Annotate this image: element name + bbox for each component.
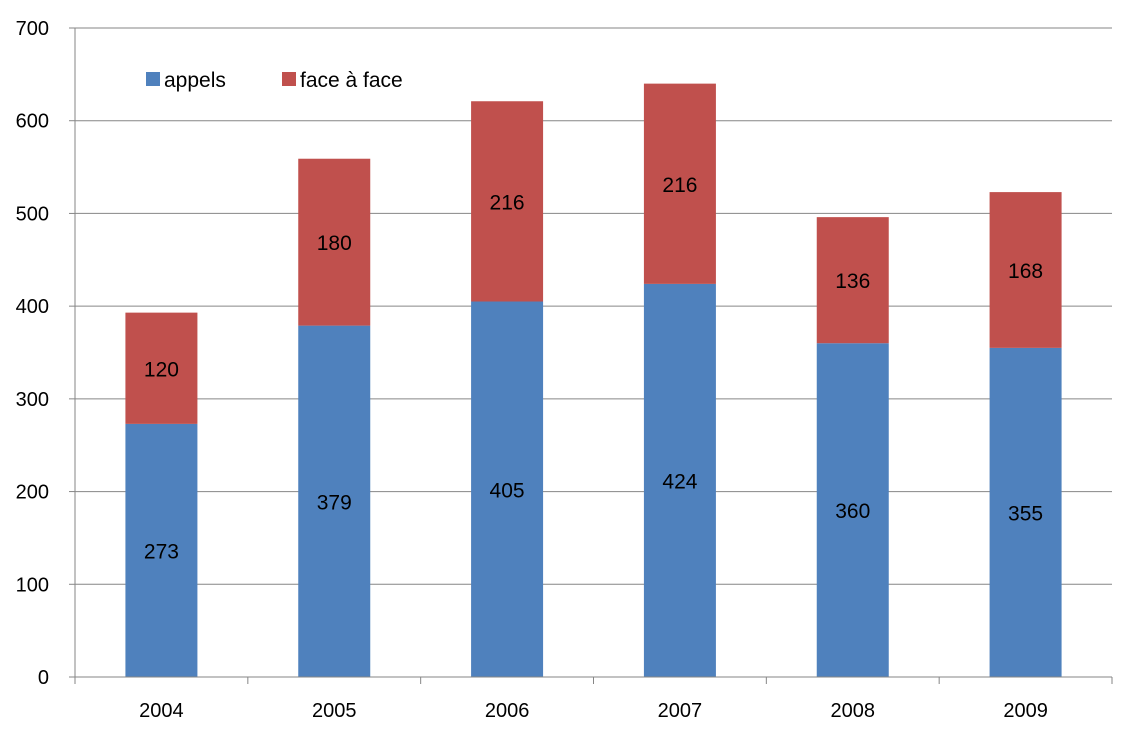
bar-appels-2004	[125, 423, 198, 677]
bar-face-a-face-2006	[471, 101, 544, 302]
y-tick-label: 300	[16, 389, 49, 411]
legend-label: appels	[164, 69, 226, 92]
data-label: 405	[490, 479, 525, 502]
y-tick-label: 400	[16, 296, 49, 318]
data-label: 273	[144, 540, 179, 563]
axes	[74, 28, 1112, 678]
gridlines	[75, 27, 1112, 585]
x-tick-label: 2008	[831, 700, 876, 722]
x-tick-label: 2005	[312, 700, 357, 722]
bar-face-a-face-2008	[816, 217, 889, 344]
x-tick-label: 2009	[1003, 700, 1048, 722]
data-label: 180	[317, 232, 352, 255]
bar-appels-2005	[298, 325, 371, 677]
legend-swatch	[146, 72, 160, 86]
data-label: 216	[662, 174, 697, 197]
bar-appels-2009	[989, 347, 1062, 677]
data-label: 168	[1008, 260, 1043, 283]
x-axis-ticks: 2004 2005 2006 2007 2008 2009	[74, 677, 1113, 722]
legend-label: face à face	[300, 69, 403, 92]
data-label: 355	[1008, 502, 1043, 525]
y-tick-label: 700	[16, 18, 49, 40]
bars	[125, 83, 1062, 677]
legend: appels face à face	[146, 69, 403, 92]
x-tick-label: 2007	[658, 700, 703, 722]
y-tick-label: 600	[16, 111, 49, 133]
bar-face-a-face-2004	[125, 312, 198, 424]
bar-appels-2008	[816, 343, 889, 677]
bar-face-a-face-2009	[989, 192, 1062, 348]
data-label: 360	[835, 500, 870, 523]
bar-face-a-face-2005	[298, 158, 371, 326]
y-tick-label: 200	[16, 482, 49, 504]
bar-appels-2006	[471, 301, 544, 677]
bar-appels-2007	[643, 283, 716, 677]
data-labels: 273 120 379 180 405 216 424 216 360 136 355 168	[144, 174, 1043, 564]
x-tick-label: 2006	[485, 700, 530, 722]
data-label: 136	[835, 270, 870, 293]
legend-swatch	[282, 72, 296, 86]
x-tick-label: 2004	[139, 700, 184, 722]
bar-face-a-face-2007	[643, 83, 716, 284]
y-tick-label: 0	[38, 667, 49, 689]
data-label: 216	[490, 191, 525, 214]
data-label: 379	[317, 491, 352, 514]
data-label: 424	[662, 470, 697, 493]
y-axis-ticks: 0 100 200 300 400 500 600 700	[16, 18, 75, 689]
y-tick-label: 500	[16, 203, 49, 225]
data-label: 120	[144, 358, 179, 381]
y-tick-label: 100	[16, 574, 49, 596]
